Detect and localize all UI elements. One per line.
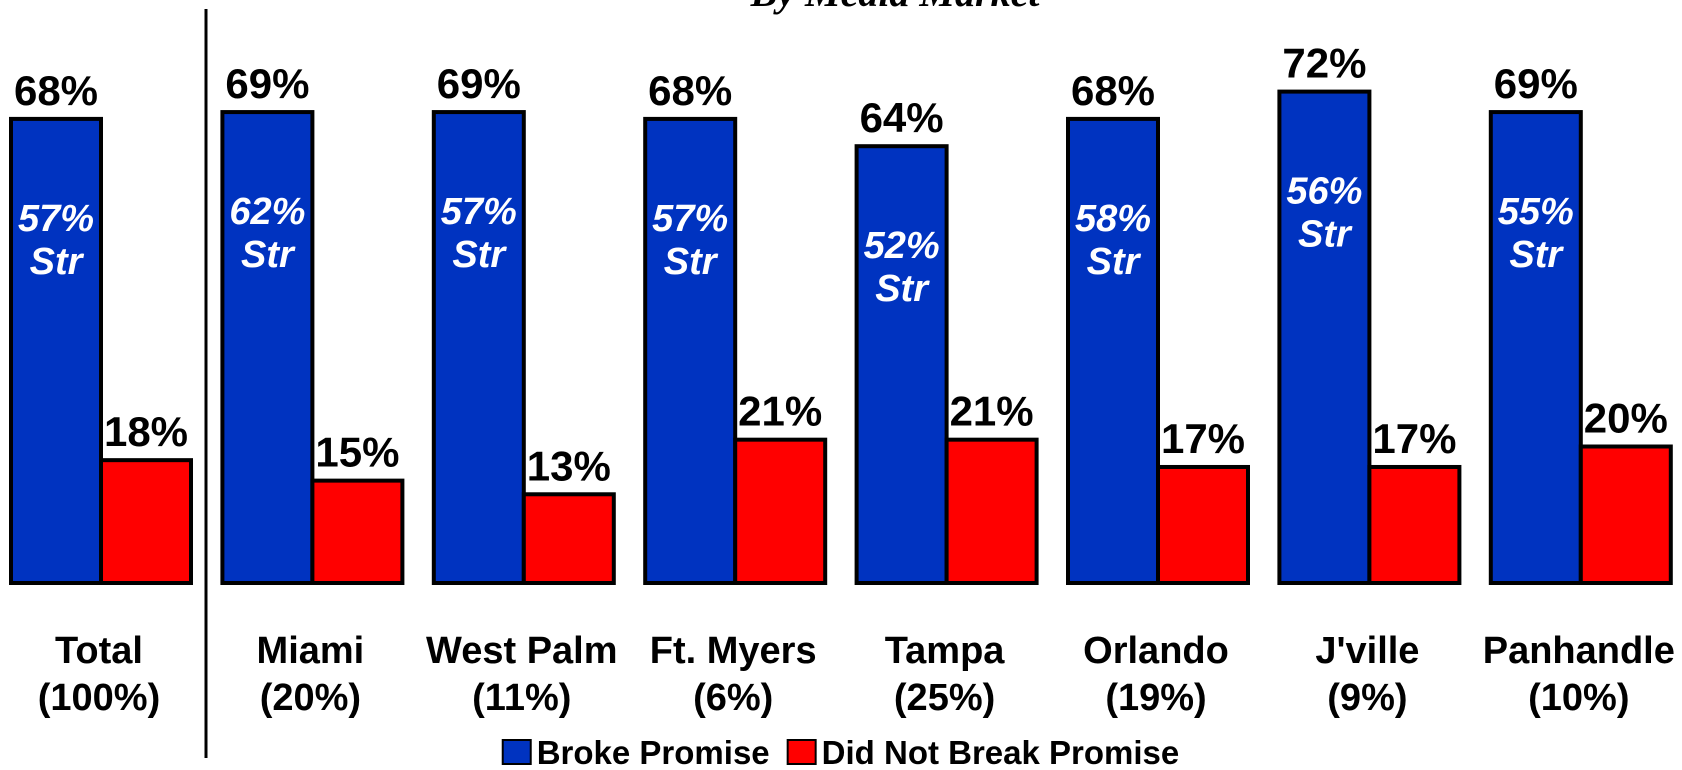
legend-swatch <box>786 739 817 765</box>
bar <box>1066 116 1160 586</box>
inner-label-suffix: Str <box>452 234 507 276</box>
data-label: 69% <box>1494 60 1578 107</box>
bar <box>1578 444 1673 585</box>
x-tick-sublabel: (19%) <box>1105 677 1206 719</box>
data-label: 21% <box>738 388 822 435</box>
data-label: 68% <box>648 67 732 114</box>
bar <box>1488 110 1583 585</box>
inner-label: 57% <box>18 198 94 240</box>
data-label: 69% <box>437 60 521 107</box>
bar <box>854 144 949 585</box>
x-tick-sublabel: (11%) <box>472 677 571 719</box>
inner-label-suffix: Str <box>241 234 296 276</box>
x-tick-label: West Palm <box>426 630 617 672</box>
data-label: 17% <box>1161 415 1245 462</box>
data-label: 15% <box>315 429 399 476</box>
bar <box>643 116 738 586</box>
x-tick-label: Ft. Myers <box>650 630 817 672</box>
data-label: 72% <box>1282 40 1366 87</box>
inner-label-suffix: Str <box>664 241 719 283</box>
x-tick-label: Total <box>55 630 143 672</box>
x-tick-sublabel: (6%) <box>693 677 773 719</box>
x-tick-label: J'ville <box>1315 630 1419 672</box>
legend-label: Broke Promise <box>537 734 770 770</box>
bar <box>733 437 828 585</box>
inner-label-suffix: Str <box>30 241 85 283</box>
data-label: 64% <box>860 94 944 141</box>
bar <box>431 110 526 585</box>
bar <box>9 116 103 586</box>
x-tick-sublabel: (25%) <box>894 677 995 719</box>
x-tick-sublabel: (10%) <box>1528 677 1629 719</box>
data-label: 13% <box>527 442 611 489</box>
inner-label: 62% <box>229 191 305 233</box>
inner-label-suffix: Str <box>1509 234 1564 276</box>
bar <box>99 458 193 585</box>
legend-label: Did Not Break Promise <box>822 734 1180 770</box>
data-label: 68% <box>1071 67 1155 114</box>
inner-label: 55% <box>1498 191 1574 233</box>
x-tick-sublabel: (100%) <box>38 677 161 719</box>
bar <box>1277 89 1372 585</box>
data-label: 68% <box>14 67 98 114</box>
inner-label: 57% <box>441 191 517 233</box>
inner-label-suffix: Str <box>1087 241 1142 283</box>
data-label: 20% <box>1584 395 1668 442</box>
inner-label: 56% <box>1286 171 1362 213</box>
inner-label: 52% <box>864 225 940 267</box>
bar <box>310 478 405 585</box>
inner-label-suffix: Str <box>1298 214 1353 256</box>
data-label: 17% <box>1372 415 1456 462</box>
data-label: 18% <box>104 408 188 455</box>
legend-swatch <box>501 739 532 765</box>
data-label: 69% <box>225 60 309 107</box>
data-label: 21% <box>950 388 1034 435</box>
x-tick-label: Miami <box>257 630 365 672</box>
inner-label: 58% <box>1075 198 1151 240</box>
bar <box>1367 464 1462 586</box>
bar <box>521 492 616 585</box>
x-tick-label: Panhandle <box>1483 630 1675 672</box>
bar <box>220 110 315 585</box>
x-tick-label: Tampa <box>885 630 1006 672</box>
x-tick-label: Orlando <box>1083 630 1229 672</box>
inner-label-suffix: Str <box>875 268 930 310</box>
x-tick-sublabel: (20%) <box>260 677 361 719</box>
x-tick-sublabel: (9%) <box>1327 677 1407 719</box>
bar <box>944 437 1039 585</box>
bar <box>1156 464 1250 586</box>
chart-subtitle: By Media Market <box>750 0 1042 15</box>
inner-label: 57% <box>652 198 728 240</box>
